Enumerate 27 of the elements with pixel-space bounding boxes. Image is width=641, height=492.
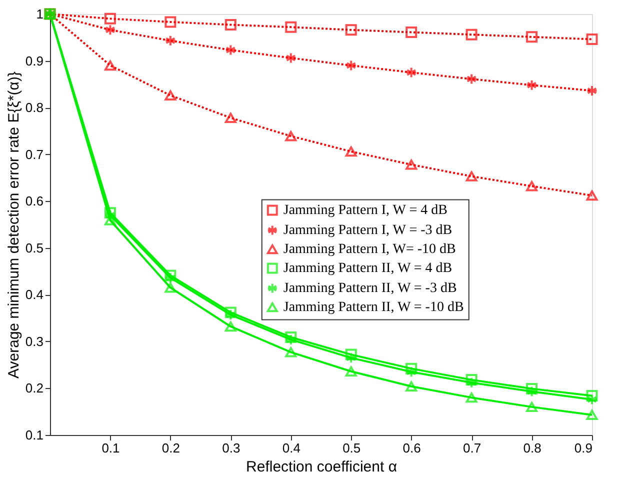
y-tick-label: 0.5 (25, 240, 44, 256)
y-axis-title: Average minimum detection error rate E{ξ*(α)} (5, 72, 22, 378)
x-tick-label: 0.3 (222, 440, 240, 456)
x-axis-title: Reflection coefficient α (246, 458, 398, 476)
x-tick-label: 0.7 (463, 440, 482, 456)
legend-label: Jamming Pattern II, W = 4 dB (283, 261, 452, 276)
y-tick-label: 0.7 (25, 146, 44, 162)
legend-label: Jamming Pattern I, W = 4 dB (283, 203, 448, 218)
x-tick-label: 0.4 (282, 440, 300, 456)
legend-label: Jamming Pattern I, W = -3 dB (283, 223, 452, 238)
legend-label: Jamming Pattern II, W = -3 dB (283, 281, 457, 296)
y-tick-label: 0.9 (25, 53, 44, 68)
x-tick-label: 0.6 (402, 440, 421, 456)
x-tick-label: 0.9 (574, 440, 592, 456)
y-tick-label: 0.3 (25, 334, 44, 349)
legend-label: Jamming Pattern II, W = -10 dB (283, 300, 464, 316)
x-tick-label: 0.2 (162, 440, 180, 456)
y-tick-label: 0.4 (25, 287, 44, 302)
y-tick-label: 0.2 (25, 380, 44, 396)
y-tick-label: 1 (36, 6, 44, 22)
legend-label: Jamming Pattern I, W= -10 dB (283, 242, 456, 258)
x-tick-label: 0.8 (523, 440, 542, 456)
y-tick-label: 0.6 (25, 194, 44, 209)
y-tick-label: 0.1 (25, 428, 44, 442)
x-tick-label: 0.1 (102, 440, 120, 456)
x-tick-label: 0.5 (342, 440, 361, 456)
y-tick-label: 0.8 (25, 100, 44, 116)
